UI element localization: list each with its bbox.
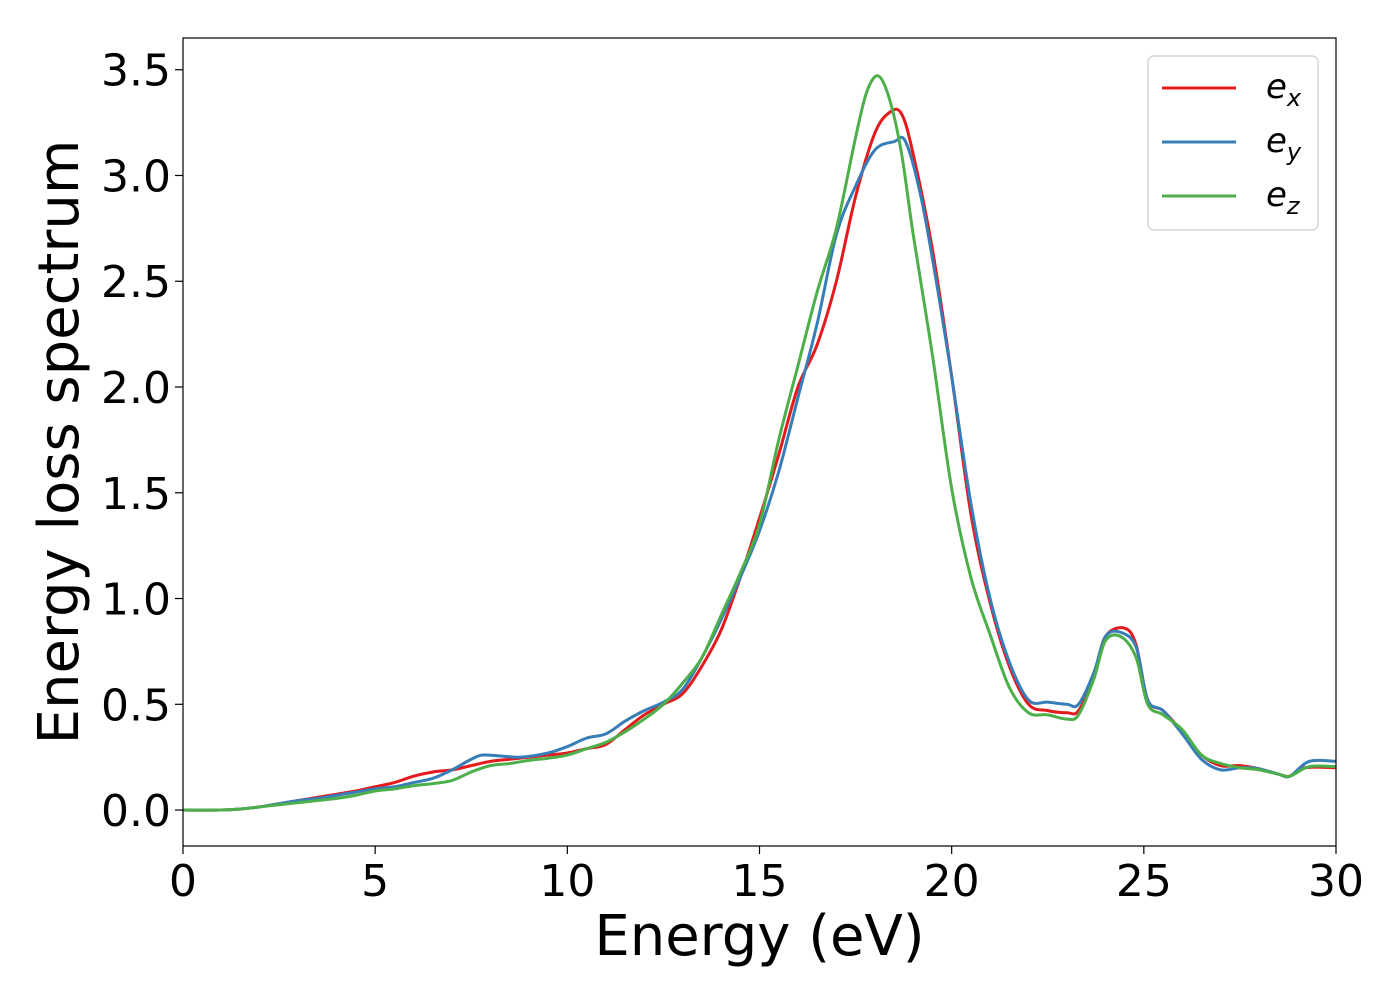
x-tick-label: 20 [924, 856, 980, 907]
x-tick-label: 25 [1116, 856, 1172, 907]
series-lines [183, 74, 1336, 812]
x-tick-label: 15 [732, 856, 788, 907]
x-tick-label: 30 [1308, 856, 1364, 907]
axis-ticks: 0 5 10 15 20 25 30 0.0 0.5 1.0 1.5 2.0 2.5 3.0 3.5 [101, 46, 1364, 907]
y-tick-label: 3.5 [101, 46, 171, 97]
y-tick-label: 0.5 [101, 680, 171, 731]
y-axis-label: Energy loss spectrum [27, 140, 92, 745]
y-tick-label: 1.0 [101, 575, 171, 626]
series-line-ez [183, 74, 1336, 812]
y-tick-label: 2.0 [101, 363, 171, 414]
x-tick-label: 0 [169, 856, 197, 907]
y-tick-label: 3.0 [101, 151, 171, 202]
x-tick-label: 10 [539, 856, 595, 907]
legend-label-ex: ex [1266, 67, 1302, 112]
y-tick-label: 2.5 [101, 257, 171, 308]
x-tick-label: 5 [361, 856, 389, 907]
legend-label-ey: ey [1266, 121, 1302, 166]
y-tick-label: 0.0 [101, 786, 171, 837]
y-tick-label: 1.5 [101, 469, 171, 520]
x-axis-label: Energy (eV) [594, 904, 924, 969]
series-line-ey [183, 135, 1336, 812]
